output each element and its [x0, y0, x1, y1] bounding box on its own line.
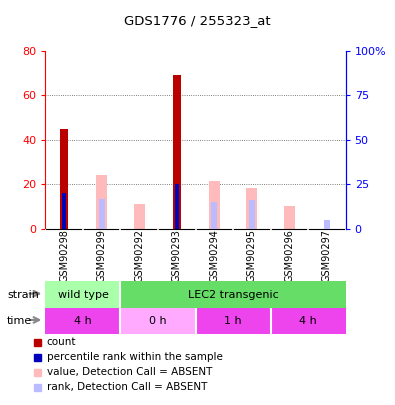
Text: wild type: wild type: [58, 290, 108, 300]
Bar: [62, 193, 66, 229]
Text: GSM90292: GSM90292: [134, 229, 144, 281]
Text: GSM90295: GSM90295: [247, 229, 257, 281]
Bar: [246, 188, 258, 229]
Text: GSM90299: GSM90299: [97, 229, 107, 281]
Bar: [209, 181, 220, 229]
Text: time: time: [7, 316, 32, 326]
Text: 0 h: 0 h: [149, 316, 167, 326]
Bar: [45, 281, 120, 308]
Text: value, Detection Call = ABSENT: value, Detection Call = ABSENT: [47, 367, 212, 377]
Text: GSM90297: GSM90297: [322, 229, 332, 281]
Text: strain: strain: [7, 290, 39, 300]
Text: LEC2 transgenic: LEC2 transgenic: [188, 290, 278, 300]
Text: 4 h: 4 h: [299, 316, 317, 326]
Bar: [96, 175, 107, 229]
Bar: [60, 129, 68, 229]
Text: GDS1776 / 255323_at: GDS1776 / 255323_at: [124, 14, 271, 27]
Bar: [324, 220, 330, 229]
Text: 1 h: 1 h: [224, 316, 242, 326]
Text: GSM90293: GSM90293: [172, 229, 182, 281]
Text: count: count: [47, 337, 76, 347]
Bar: [196, 308, 271, 334]
Bar: [120, 308, 196, 334]
Bar: [134, 204, 145, 229]
Bar: [99, 198, 105, 229]
Text: rank, Detection Call = ABSENT: rank, Detection Call = ABSENT: [47, 382, 207, 392]
Bar: [211, 202, 217, 229]
Bar: [173, 75, 181, 229]
Bar: [175, 184, 179, 229]
Bar: [271, 308, 346, 334]
Text: 4 h: 4 h: [74, 316, 92, 326]
Bar: [249, 200, 255, 229]
Bar: [120, 281, 346, 308]
Text: GSM90298: GSM90298: [59, 229, 69, 281]
Bar: [45, 308, 120, 334]
Text: GSM90294: GSM90294: [209, 229, 219, 281]
Text: percentile rank within the sample: percentile rank within the sample: [47, 352, 222, 362]
Bar: [284, 206, 295, 229]
Text: GSM90296: GSM90296: [284, 229, 294, 281]
